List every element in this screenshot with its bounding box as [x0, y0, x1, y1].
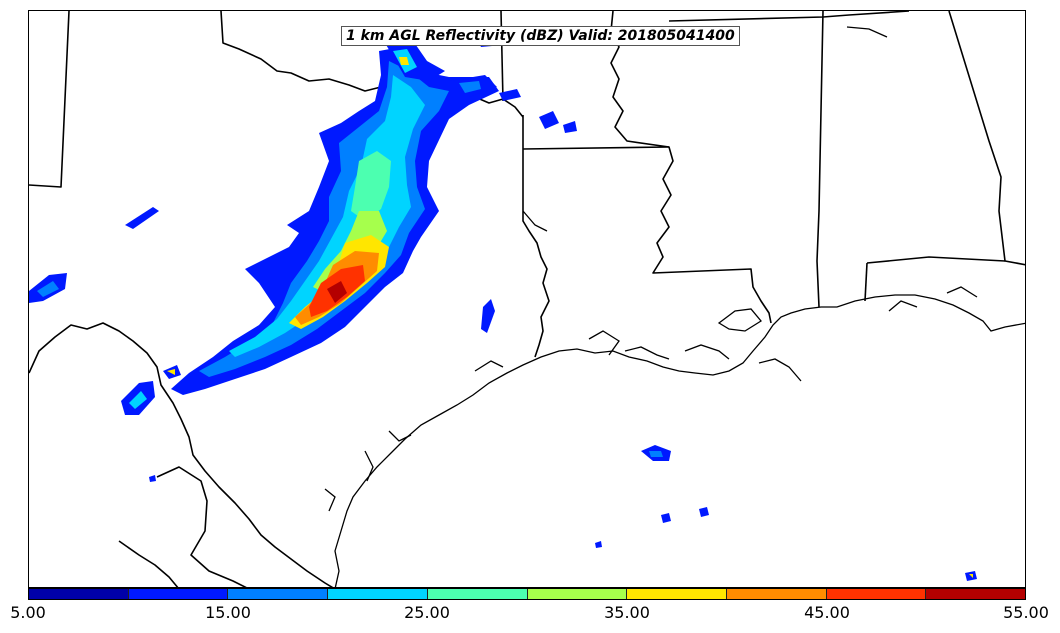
- colorbar-tick-label: 25.00: [404, 603, 450, 622]
- state-borders: [29, 11, 1025, 587]
- colorbar-segment: [328, 589, 428, 599]
- colorbar-segment: [427, 589, 528, 599]
- colorbar-tick-label: 55.00: [1003, 603, 1049, 622]
- colorbar-segment: [826, 589, 927, 599]
- colorbar-tick-label: 5.00: [10, 603, 46, 622]
- colorbar-segment: [627, 589, 727, 599]
- colorbar: [28, 588, 1026, 600]
- map-canvas: [29, 11, 1025, 587]
- colorbar-tick-label: 35.00: [604, 603, 650, 622]
- map-title: 1 km AGL Reflectivity (dBZ) Valid: 20180…: [341, 26, 740, 46]
- map-area: 1 km AGL Reflectivity (dBZ) Valid: 20180…: [28, 10, 1026, 588]
- colorbar-segment: [926, 589, 1026, 599]
- colorbar-tick-label: 45.00: [804, 603, 850, 622]
- colorbar-segment: [527, 589, 628, 599]
- coastline: [324, 26, 1025, 587]
- colorbar-segment: [128, 589, 229, 599]
- reflectivity-field: [29, 33, 977, 581]
- colorbar-segment: [228, 589, 329, 599]
- colorbar-segment: [29, 589, 129, 599]
- colorbar-segment: [726, 589, 827, 599]
- colorbar-tick-label: 15.00: [205, 603, 251, 622]
